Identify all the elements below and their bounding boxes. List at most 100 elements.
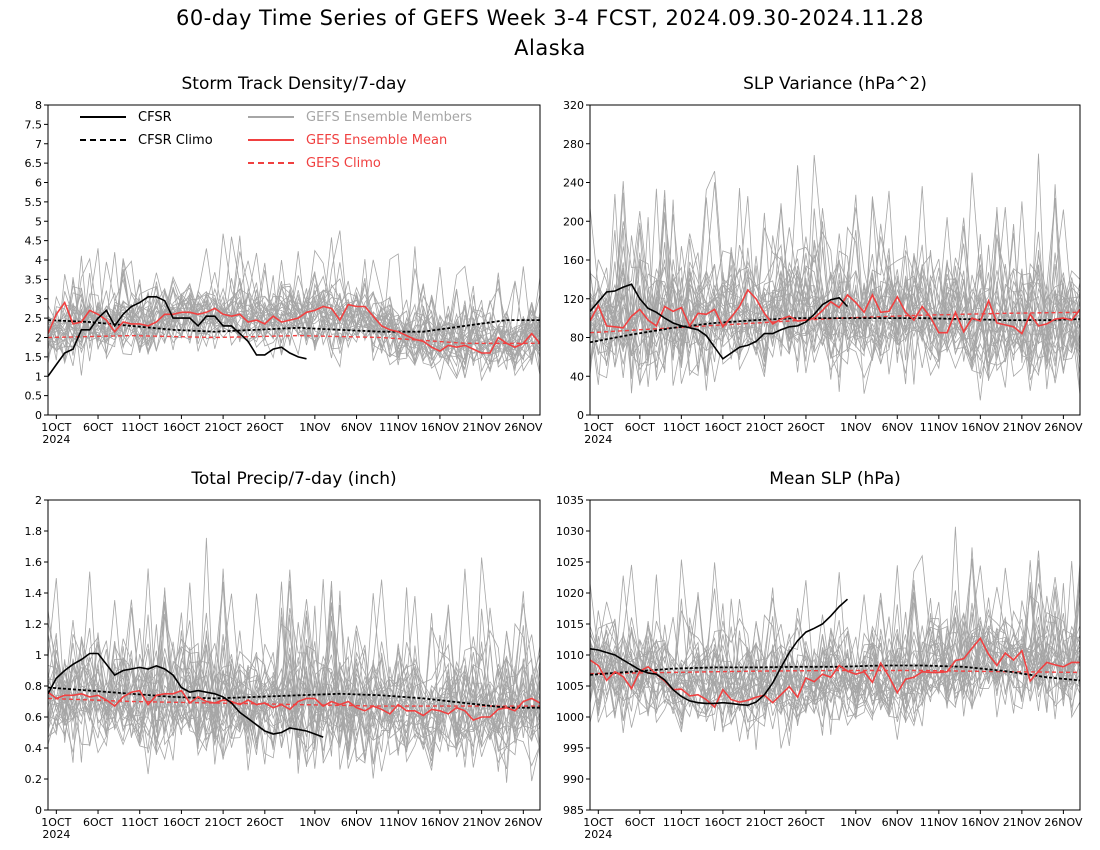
y-tick-label: 1015 <box>556 618 584 631</box>
plot-area-precip <box>48 537 540 783</box>
panel-title-storm-track: Storm Track Density/7-day <box>181 74 407 94</box>
x-tick-label: 6NOV <box>882 421 914 434</box>
ensemble-member-line <box>590 172 1080 395</box>
y-tick-label: 7 <box>35 138 42 151</box>
y-tick-label: 2 <box>35 332 42 345</box>
x-tick-label: 21OCT <box>205 421 242 434</box>
y-tick-label: 1.5 <box>25 351 43 364</box>
x-tick-label: 21NOV <box>463 421 502 434</box>
ensemble-member-line <box>590 564 1080 717</box>
panel-title-mean-slp: Mean SLP (hPa) <box>769 469 901 489</box>
ensemble-member-line <box>590 526 1080 732</box>
x-tick-label: 16NOV <box>961 421 1000 434</box>
y-tick-label: 0.6 <box>25 711 43 724</box>
x-tick-label: 26OCT <box>246 816 283 829</box>
x-tick-label: 1OCT <box>41 816 71 829</box>
y-tick-label: 1035 <box>556 494 584 507</box>
plot-area-mean-slp <box>590 526 1080 750</box>
x-tick-label: 16NOV <box>421 421 460 434</box>
ensemble-mean-line <box>590 288 1080 335</box>
y-tick-label: 0.8 <box>25 680 43 693</box>
y-tick-label: 0.5 <box>25 390 43 403</box>
plot-frame-storm-track <box>47 104 541 416</box>
y-tick-label: 1010 <box>556 649 584 662</box>
ensemble-mean-line <box>48 300 540 354</box>
cfsr-climo-line <box>48 319 540 333</box>
y-tick-label: 3 <box>35 293 42 306</box>
y-tick-label: 1020 <box>556 587 584 600</box>
x-tick-label: 11NOV <box>379 816 418 829</box>
y-tick-label: 1.6 <box>25 556 43 569</box>
y-tick-label: 320 <box>563 99 584 112</box>
x-tick-label: 11NOV <box>379 421 418 434</box>
x-tick-label: 11OCT <box>121 421 158 434</box>
ensemble-member-line <box>590 599 1080 733</box>
gefs-climo-line <box>590 311 1080 334</box>
x-tick-label: 26OCT <box>246 421 283 434</box>
x-tick-label: 16OCT <box>704 421 741 434</box>
x-tick-label: 16NOV <box>421 816 460 829</box>
x-tick-label: 26OCT <box>787 421 824 434</box>
x-tick-label: 1NOV <box>299 421 331 434</box>
cfsr-climo-line <box>590 664 1080 682</box>
y-tick-label: 240 <box>563 177 584 190</box>
figure-title: 60-day Time Series of GEFS Week 3-4 FCST… <box>175 6 925 30</box>
y-tick-label: 120 <box>563 293 584 306</box>
y-tick-label: 3.5 <box>25 273 43 286</box>
x-tick-label: 21OCT <box>746 421 783 434</box>
legend-label-members: GEFS Ensemble Members <box>306 110 472 125</box>
y-tick-label: 80 <box>570 332 584 345</box>
x-tick-label: 21OCT <box>746 816 783 829</box>
cfsr-line <box>48 296 307 377</box>
x-tick-label: 11NOV <box>920 816 959 829</box>
x-tick-label: 6NOV <box>882 816 914 829</box>
y-tick-label: 0 <box>35 804 42 817</box>
y-tick-label: 200 <box>563 215 584 228</box>
ensemble-member-line <box>590 208 1080 377</box>
x-tick-label: 1OCT <box>583 816 613 829</box>
x-tick-label: 1OCT <box>41 421 71 434</box>
legend-label-gefs-climo: GEFS Climo <box>306 156 381 171</box>
ensemble-member-line <box>590 590 1080 722</box>
ensemble-member-line <box>48 590 540 774</box>
panel-title-slp-variance: SLP Variance (hPa^2) <box>743 74 927 94</box>
x-tick-label: 6OCT <box>83 816 113 829</box>
x-tick-label: 1NOV <box>840 421 872 434</box>
x-tick-label: 16NOV <box>961 816 1000 829</box>
y-tick-label: 40 <box>570 370 584 383</box>
ensemble-member-line <box>48 595 540 767</box>
x-tick-label: 16OCT <box>163 816 200 829</box>
plot-area-slp-variance <box>590 153 1080 401</box>
x-tick-label: 21NOV <box>1003 816 1042 829</box>
y-tick-label: 1.2 <box>25 618 43 631</box>
y-tick-label: 5 <box>35 215 42 228</box>
x-tick-label: 26NOV <box>504 421 543 434</box>
y-tick-label: 4.5 <box>25 235 43 248</box>
y-tick-label: 6 <box>35 177 42 190</box>
ensemble-member-line <box>590 562 1080 723</box>
cfsr-climo-line <box>48 686 540 709</box>
x-tick-label: 6NOV <box>341 421 373 434</box>
ensemble-member-line <box>48 252 540 369</box>
y-tick-label: 1 <box>35 649 42 662</box>
legend-label-ens-mean: GEFS Ensemble Mean <box>306 133 447 148</box>
ensemble-member-line <box>590 200 1080 391</box>
x-tick-label: 26OCT <box>787 816 824 829</box>
ensemble-member-line <box>48 233 540 380</box>
ensemble-member-line <box>48 537 540 769</box>
y-tick-label: 1.4 <box>25 587 43 600</box>
x-tick-label: 16OCT <box>704 816 741 829</box>
cfsr-line <box>48 652 324 738</box>
gefs-climo-line <box>48 697 540 707</box>
y-tick-label: 7.5 <box>25 118 43 131</box>
x-tick-label: 11NOV <box>920 421 959 434</box>
y-tick-label: 160 <box>563 254 584 267</box>
legend-label-cfsr-climo: CFSR Climo <box>138 133 213 148</box>
x-tick-label: 6OCT <box>625 816 655 829</box>
y-tick-label: 1025 <box>556 556 584 569</box>
chart-mean-slp: 985 990 995 1000 1005 1010 1015 1020 1025 1030 103… <box>556 494 1083 841</box>
y-tick-label: 4 <box>35 254 42 267</box>
ensemble-member-line <box>48 580 540 767</box>
y-tick-label: 1030 <box>556 525 584 538</box>
